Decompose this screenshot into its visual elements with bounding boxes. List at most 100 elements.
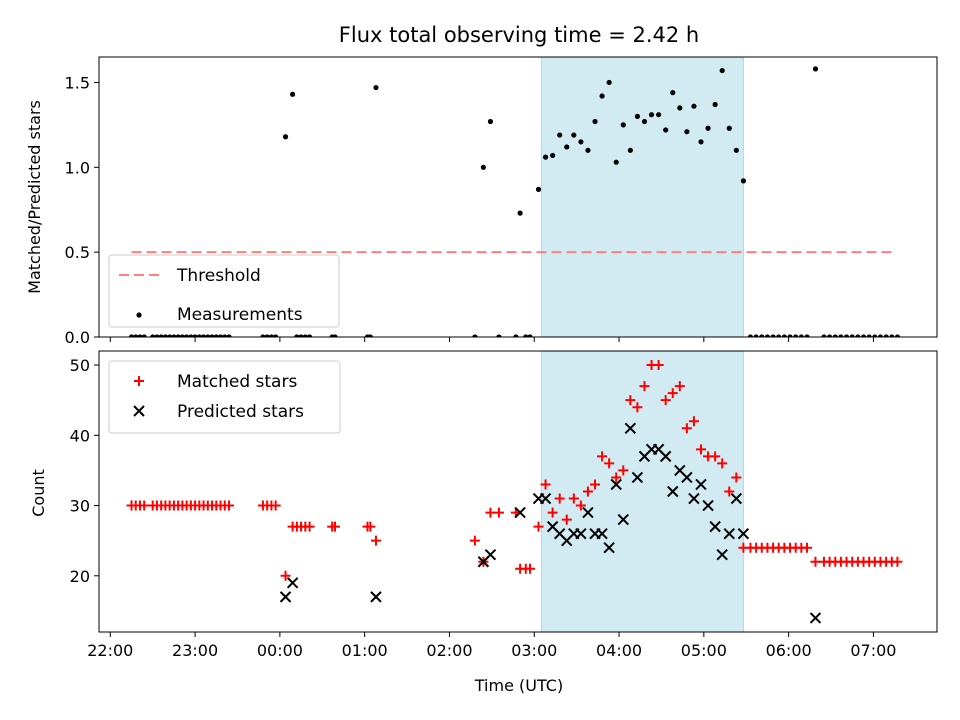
data-point [302, 334, 308, 337]
data-point [582, 486, 593, 497]
data-point [801, 542, 812, 553]
data-point [222, 334, 228, 337]
x-tick-label: 04:00 [596, 641, 642, 660]
top-y-axis-label: Matched/Predicted stars [25, 100, 44, 294]
data-point [872, 334, 878, 337]
chart-title: Flux total observing time = 2.42 h [339, 23, 699, 47]
data-point [717, 458, 728, 469]
data-point [493, 507, 504, 518]
x-tick-label: 03:00 [511, 641, 557, 660]
y-tick-label: 1.0 [65, 158, 90, 177]
data-point [270, 500, 281, 511]
x-tick-label: 06:00 [766, 641, 812, 660]
data-point [674, 381, 685, 392]
data-point [226, 334, 232, 337]
data-point [764, 334, 771, 337]
data-point [472, 334, 478, 337]
data-point [659, 450, 672, 463]
data-point [667, 485, 679, 498]
data-point [883, 334, 889, 337]
y-tick-label: 30 [70, 497, 90, 516]
data-point [139, 500, 150, 511]
observing-window-span [540, 57, 744, 337]
data-point [809, 612, 822, 624]
data-point [188, 334, 194, 337]
data-point [631, 471, 644, 484]
data-point [200, 334, 207, 337]
data-point [663, 127, 669, 133]
data-point [624, 422, 637, 434]
data-point [290, 91, 296, 97]
data-point [557, 132, 563, 138]
data-point [620, 122, 626, 128]
data-point [192, 334, 198, 337]
legend-predicted-swatch [133, 405, 145, 417]
data-point [892, 556, 903, 567]
data-point [702, 499, 714, 512]
data-point [827, 334, 833, 337]
data-point [209, 334, 215, 337]
data-point [604, 458, 615, 469]
data-point [224, 500, 235, 511]
data-point [653, 360, 664, 371]
data-point [175, 334, 181, 337]
data-point [196, 334, 202, 337]
data-point [617, 513, 629, 526]
data-point [480, 164, 486, 170]
data-point [137, 334, 143, 337]
data-point [596, 527, 608, 540]
data-point [575, 527, 587, 540]
data-point [564, 144, 570, 150]
data-point [568, 493, 579, 504]
data-point [513, 334, 519, 337]
data-point [860, 334, 867, 337]
data-point [753, 334, 759, 337]
data-point [613, 159, 619, 165]
legend-label: Measurements [177, 305, 303, 325]
data-point [487, 118, 494, 125]
data-point [533, 521, 544, 532]
legend-box [108, 360, 341, 434]
data-point [723, 527, 735, 540]
axes-frame [98, 56, 938, 338]
data-point [213, 334, 219, 337]
data-point [540, 479, 551, 490]
data-point [279, 591, 292, 603]
data-point [716, 549, 728, 561]
data-point [158, 334, 164, 337]
data-point [298, 334, 304, 337]
data-point [294, 334, 300, 337]
data-point [527, 334, 533, 337]
data-point [260, 334, 266, 337]
bottom-y-axis-label: Count [29, 469, 48, 517]
data-point [485, 507, 496, 518]
data-point [684, 129, 690, 135]
data-point [726, 125, 732, 131]
data-point [554, 493, 565, 504]
data-point [618, 465, 629, 476]
data-point [804, 334, 810, 337]
axes-frame [98, 350, 938, 633]
data-point [696, 444, 707, 455]
data-point [610, 478, 622, 491]
legend-box [108, 254, 340, 328]
data-point [514, 506, 526, 519]
data-point [740, 178, 746, 184]
data-point [184, 334, 190, 337]
y-tick-label: 20 [70, 567, 90, 586]
data-point [517, 210, 523, 216]
data-point [810, 556, 821, 567]
data-point [709, 520, 721, 533]
data-point [695, 478, 707, 491]
data-point [162, 334, 169, 337]
data-point [611, 472, 622, 483]
data-point [286, 577, 299, 589]
data-point [542, 154, 549, 160]
data-point [641, 118, 648, 125]
x-tick-label: 00:00 [257, 641, 303, 660]
data-point [832, 334, 838, 337]
data-point [677, 105, 683, 111]
data-point [866, 334, 872, 337]
data-point [571, 132, 577, 138]
data-point [670, 90, 676, 96]
